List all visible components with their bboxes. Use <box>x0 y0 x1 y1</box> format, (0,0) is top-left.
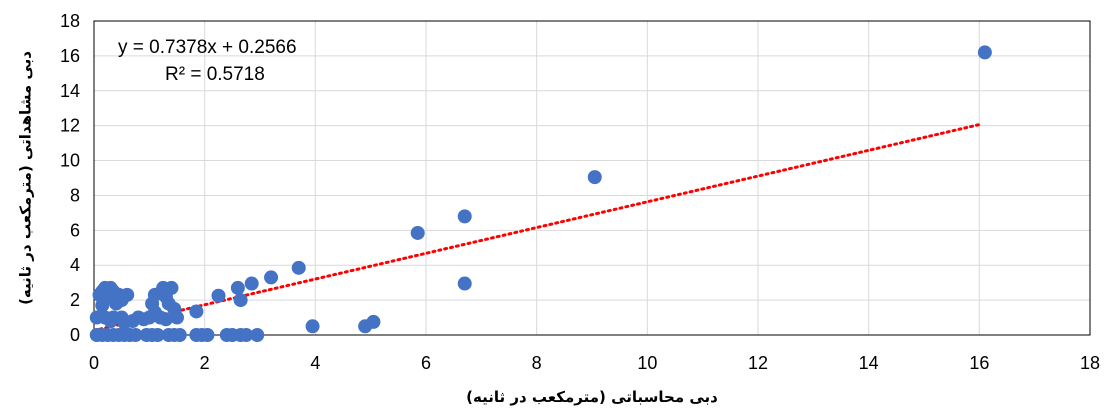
data-point-61 <box>172 328 187 342</box>
data-point-10 <box>211 288 226 303</box>
x-tick-label: 18 <box>1080 353 1100 373</box>
data-point-6 <box>264 270 279 285</box>
data-point-12 <box>305 319 320 334</box>
y-tick-label: 10 <box>60 151 80 171</box>
x-tick-label: 6 <box>421 353 431 373</box>
y-tick-label: 12 <box>60 116 80 136</box>
data-point-14 <box>366 314 381 329</box>
data-point-26 <box>95 298 110 313</box>
y-tick-label: 16 <box>60 46 80 66</box>
data-point-44 <box>170 310 184 325</box>
x-tick-label: 14 <box>859 353 879 373</box>
data-point-25 <box>120 287 135 302</box>
y-axis-ticks: 0 2 4 6 8 10 12 14 16 18 <box>60 11 80 345</box>
data-point-4 <box>457 276 472 291</box>
y-axis-title: دبی مشاهداتی (مترمکعب در ثانیه) <box>17 51 35 305</box>
plot-area-border <box>93 20 1091 336</box>
y-tick-label: 8 <box>70 185 80 205</box>
x-tick-label: 8 <box>532 353 542 373</box>
data-point-1 <box>587 170 602 185</box>
data-point-0 <box>977 45 992 60</box>
data-point-47 <box>147 305 162 320</box>
y-tick-label: 0 <box>70 325 80 345</box>
x-tick-label: 16 <box>969 353 989 373</box>
data-point-8 <box>230 280 245 295</box>
x-axis-title: دبی محاسباتی (مترمکعب در ثانیه) <box>466 388 718 406</box>
y-tick-label: 14 <box>60 81 80 101</box>
data-points <box>89 45 992 342</box>
trendline-equation: y = 0.7378x + 0.2566 <box>118 37 297 58</box>
x-tick-label: 10 <box>637 353 657 373</box>
x-tick-label: 0 <box>89 353 99 373</box>
data-point-7 <box>244 276 259 291</box>
y-tick-label: 4 <box>70 255 80 275</box>
data-point-5 <box>291 260 306 275</box>
y-tick-label: 2 <box>70 290 80 310</box>
data-point-42 <box>164 280 179 295</box>
x-tick-label: 12 <box>748 353 768 373</box>
y-tick-label: 18 <box>60 11 80 31</box>
data-point-3 <box>410 225 425 240</box>
data-point-58 <box>150 328 165 342</box>
data-point-55 <box>128 328 143 342</box>
data-point-64 <box>200 328 215 342</box>
x-axis-ticks: 0 2 4 6 8 10 12 14 16 18 <box>89 353 1100 373</box>
data-point-68 <box>239 328 254 342</box>
x-tick-label: 4 <box>310 353 320 373</box>
data-point-69 <box>250 328 265 342</box>
data-point-9 <box>233 293 248 308</box>
data-point-2 <box>457 209 472 224</box>
y-tick-label: 6 <box>70 220 80 240</box>
x-tick-label: 2 <box>200 353 210 373</box>
data-point-46 <box>158 312 173 327</box>
trendline-r2: R² = 0.5718 <box>165 64 265 85</box>
data-point-11 <box>189 304 204 319</box>
